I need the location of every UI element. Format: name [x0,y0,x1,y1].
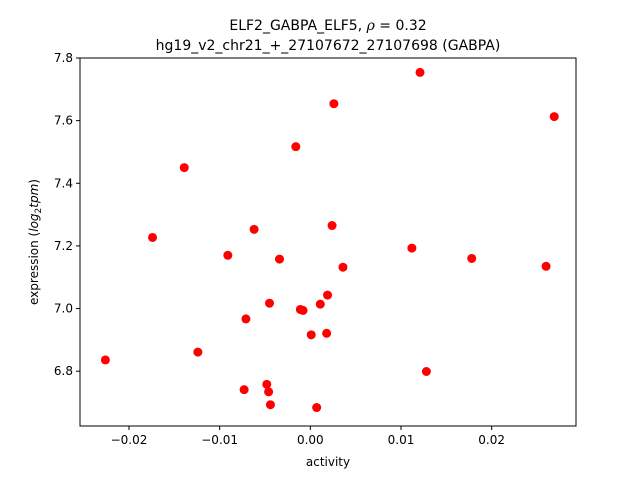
x-tick-label: 0.00 [297,433,324,447]
data-point [241,314,251,324]
x-tick-label: 0.01 [388,433,415,447]
data-point [329,99,339,109]
data-point [148,232,158,242]
data-point [322,328,332,338]
data-point [407,243,417,253]
data-point [100,355,110,365]
chart-title-line1: ELF2_GABPA_ELF5, ρ = 0.32 [229,18,426,34]
y-tick-label: 7.2 [54,239,73,253]
x-tick-label: −0.01 [201,433,238,447]
data-point [179,163,189,173]
data-point [249,224,259,234]
data-point [415,67,425,77]
data-point [327,221,337,231]
x-tick-label: 0.02 [478,433,505,447]
data-point [274,254,284,264]
y-axis-label: expression (log2tpm) [27,179,44,305]
data-point [265,298,275,308]
data-point [223,250,233,260]
y-tick-label: 7.8 [54,51,73,65]
y-tick-label: 7.4 [54,176,73,190]
x-tick-label: −0.02 [111,433,148,447]
data-point [549,112,559,122]
y-tick-label: 7.6 [54,114,73,128]
y-axis-ticks: 6.8 7.0 7.2 7.4 7.6 7.8 [54,51,80,378]
chart-title-line2: hg19_v2_chr21_+_27107672_27107698 (GABPA… [156,38,501,54]
data-point [264,387,274,397]
data-point [265,400,275,410]
y-tick-label: 6.8 [54,364,73,378]
data-point [306,330,316,340]
data-point [262,379,272,389]
data-points [100,67,559,413]
data-point [323,290,333,300]
x-axis-label: activity [306,455,350,469]
data-point [338,262,348,272]
data-point [193,347,203,357]
data-point [312,403,322,413]
data-point [421,367,431,377]
x-axis-ticks: −0.02 −0.01 0.00 0.01 0.02 [111,426,505,447]
plot-area [79,57,577,427]
data-point [291,142,301,152]
data-point [298,305,308,315]
data-point [541,261,551,271]
data-point [239,385,249,395]
data-point [467,253,477,263]
data-point [315,299,325,309]
y-tick-label: 7.0 [54,302,73,316]
